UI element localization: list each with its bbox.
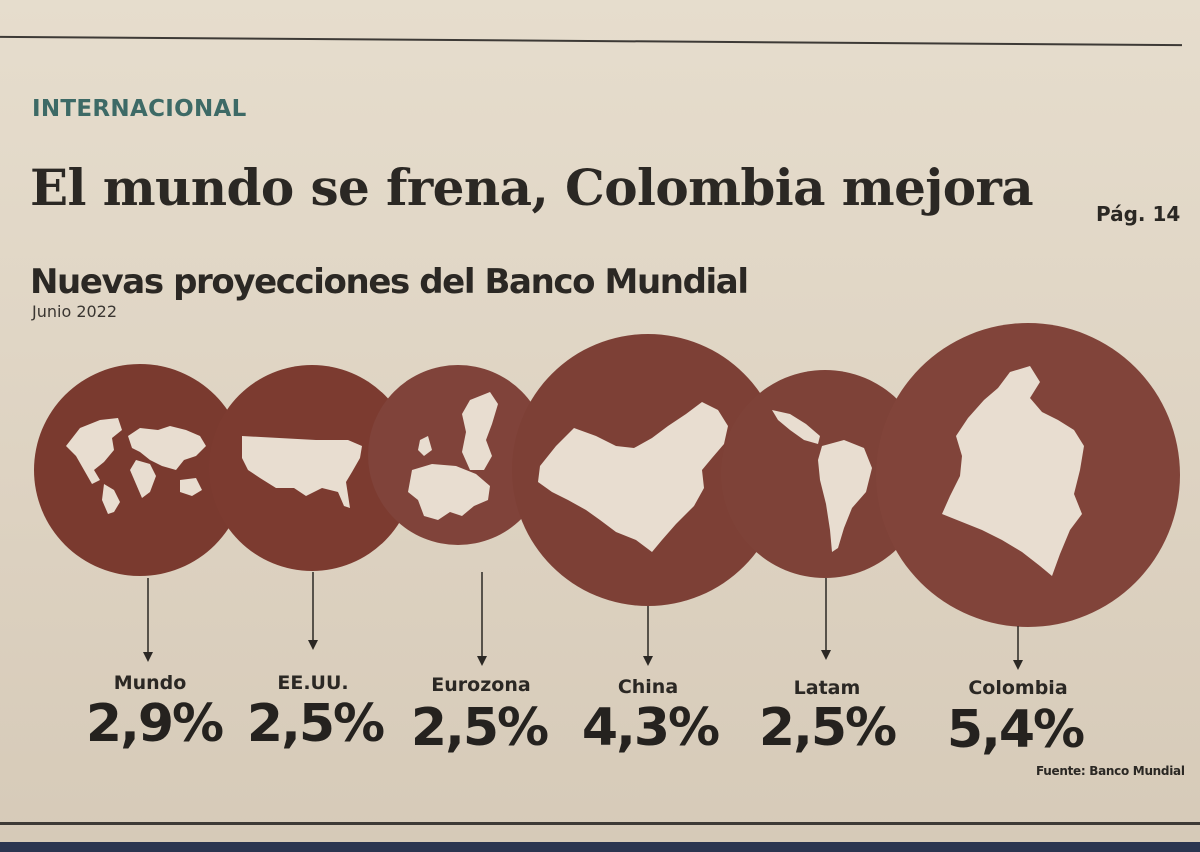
china-map-icon <box>538 402 728 552</box>
colombia-map-icon <box>942 366 1084 576</box>
source-note: Fuente: Banco Mundial <box>1036 764 1185 778</box>
europe-map-icon <box>408 392 498 520</box>
label-eurozona: Eurozona <box>431 674 531 696</box>
section-label: INTERNACIONAL <box>32 96 247 122</box>
bottom-rule <box>0 822 1200 825</box>
usa-map-icon <box>242 436 362 508</box>
value-mundo: 2,9% <box>85 694 224 754</box>
circle-eurozona <box>368 365 548 545</box>
value-eurozona: 2,5% <box>410 698 549 758</box>
latam-map-icon <box>772 410 872 552</box>
graphic-date: Junio 2022 <box>32 302 118 321</box>
label-latam: Latam <box>793 677 861 699</box>
connector-arrows <box>143 572 1023 670</box>
world-map-icon <box>66 418 206 514</box>
label-eeuu: EE.UU. <box>277 672 349 694</box>
value-china: 4,3% <box>581 698 720 758</box>
label-mundo: Mundo <box>113 672 187 694</box>
label-china: China <box>617 676 679 698</box>
value-colombia: 5,4% <box>946 700 1085 760</box>
value-eeuu: 2,5% <box>246 694 385 754</box>
graphic-title: Nuevas proyecciones del Banco Mundial <box>30 262 749 302</box>
value-latam: 2,5% <box>758 698 897 758</box>
page-edge <box>0 842 1200 852</box>
headline: El mundo se frena, Colombia mejora <box>30 158 1034 217</box>
page-reference[interactable]: Pág. 14 <box>1096 202 1181 226</box>
label-colombia: Colombia <box>968 677 1068 699</box>
